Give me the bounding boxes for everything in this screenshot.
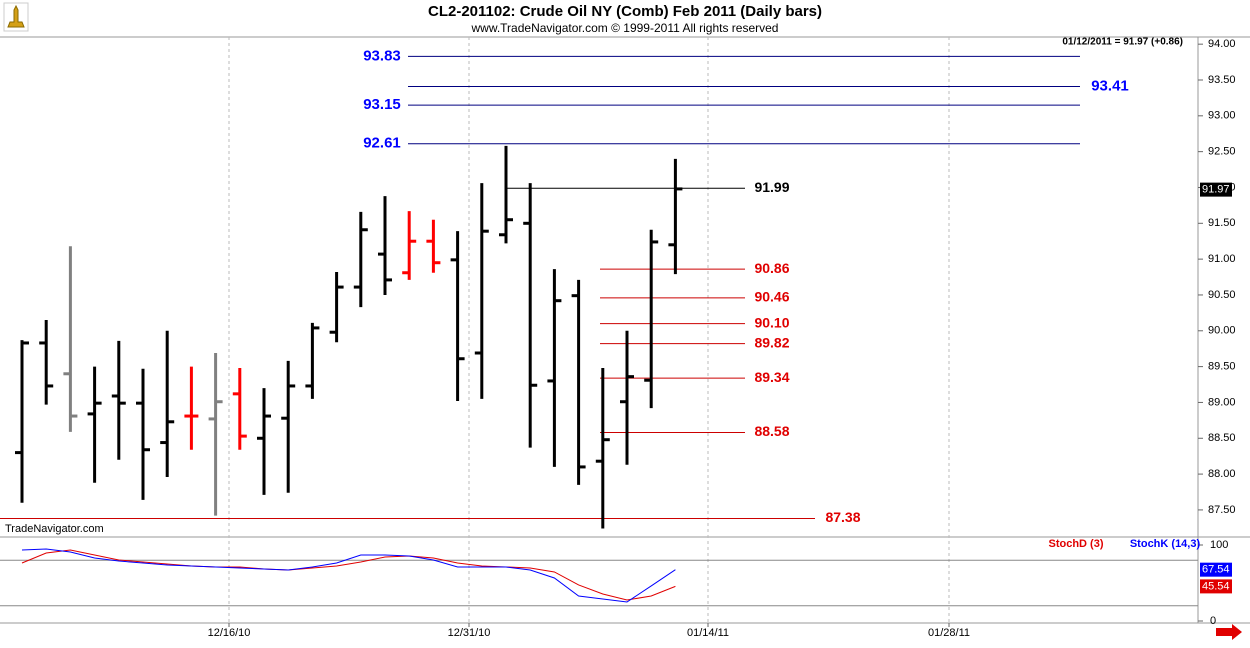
last-value-label: 67.54 xyxy=(1202,564,1230,576)
legend-entry: StochD (3) xyxy=(1049,538,1104,550)
y-tick-label: 93.00 xyxy=(1208,110,1236,122)
y-tick-label: 94.00 xyxy=(1208,38,1236,50)
scroll-arrow[interactable] xyxy=(1216,624,1242,640)
level-label: 89.82 xyxy=(754,334,789,350)
level-label: 89.34 xyxy=(754,369,789,385)
logo xyxy=(3,2,29,32)
watermark: TradeNavigator.com xyxy=(5,523,104,535)
y-tick-label: 100 xyxy=(1210,539,1228,551)
last-value-label: 45.54 xyxy=(1202,580,1230,592)
y-tick-label: 92.50 xyxy=(1208,146,1236,158)
status-text: 01/12/2011 = 91.97 (+0.86) xyxy=(1062,37,1183,48)
chart-title: CL2-201102: Crude Oil NY (Comb) Feb 2011… xyxy=(428,3,822,20)
x-tick-label: 12/31/10 xyxy=(448,627,491,639)
level-label: 93.41 xyxy=(1091,77,1129,94)
y-tick-label: 91.50 xyxy=(1208,217,1236,229)
level-label: 93.15 xyxy=(363,96,401,113)
legend-entry: StochK (14,3) xyxy=(1130,538,1201,550)
level-label: 90.46 xyxy=(754,289,789,305)
y-tick-label: 89.50 xyxy=(1208,361,1236,373)
level-label: 90.10 xyxy=(754,314,789,330)
x-tick-label: 01/28/11 xyxy=(928,627,970,639)
y-tick-label: 90.50 xyxy=(1208,289,1236,301)
level-label: 87.38 xyxy=(825,509,860,525)
x-tick-label: 12/16/10 xyxy=(208,627,251,639)
x-tick-label: 01/14/11 xyxy=(687,627,729,639)
last-value-box xyxy=(1200,562,1232,577)
y-tick-label: 0 xyxy=(1210,615,1216,627)
y-tick-label: 93.50 xyxy=(1208,74,1236,86)
last-price-label: 91.97 xyxy=(1202,184,1230,196)
stoch-line xyxy=(21,548,676,603)
y-tick-label: 88.00 xyxy=(1208,468,1236,480)
level-label: 92.61 xyxy=(363,135,401,152)
y-tick-label: 88.50 xyxy=(1208,432,1236,444)
y-tick-label: 89.00 xyxy=(1208,396,1236,408)
last-price-box xyxy=(1200,182,1232,197)
level-label: 91.99 xyxy=(754,179,789,195)
chart-subtitle: www.TradeNavigator.com © 1999-2011 All r… xyxy=(471,21,779,35)
level-label: 88.58 xyxy=(754,423,789,439)
stoch-line xyxy=(21,549,676,601)
y-tick-label: 90.00 xyxy=(1208,325,1236,337)
level-label: 93.83 xyxy=(363,47,401,64)
y-tick-label: 87.50 xyxy=(1208,504,1236,516)
level-label: 90.86 xyxy=(754,260,789,276)
y-tick-label: 91.00 xyxy=(1208,253,1236,265)
last-value-box xyxy=(1200,579,1232,594)
